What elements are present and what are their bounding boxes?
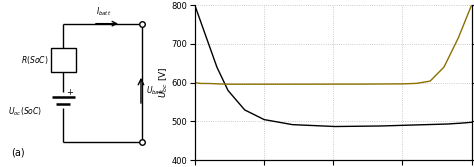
Y-axis label: $U_{oc}$ [V]: $U_{oc}$ [V] bbox=[157, 67, 170, 98]
Text: $R(SoC)$: $R(SoC)$ bbox=[21, 54, 48, 66]
Text: (a): (a) bbox=[11, 147, 25, 157]
Text: +: + bbox=[66, 88, 73, 97]
Bar bbox=[51, 48, 75, 72]
Text: $U_{batt}$: $U_{batt}$ bbox=[146, 84, 165, 97]
Text: $U_{oc}(SoC)$: $U_{oc}(SoC)$ bbox=[8, 106, 42, 118]
Text: $I_{batt}$: $I_{batt}$ bbox=[96, 6, 111, 18]
